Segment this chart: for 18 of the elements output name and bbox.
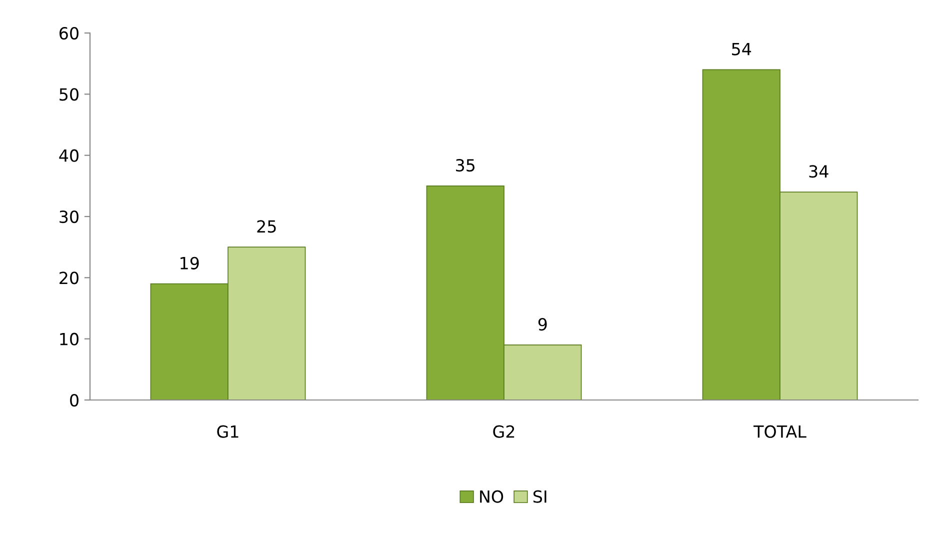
data-label: 9 bbox=[538, 318, 547, 331]
y-tick-label: 50 bbox=[60, 88, 78, 101]
x-tick-label: TOTAL bbox=[754, 425, 806, 438]
data-label: 34 bbox=[809, 165, 828, 178]
x-tick-label: G2 bbox=[493, 425, 514, 438]
y-tick-label: 10 bbox=[60, 332, 78, 346]
y-tick-label: 30 bbox=[60, 210, 78, 224]
data-label: 54 bbox=[732, 42, 752, 56]
data-label: 35 bbox=[456, 158, 475, 172]
x-tick-label: G1 bbox=[217, 425, 238, 438]
y-tick-label: 0 bbox=[70, 394, 78, 407]
legend-label: NO bbox=[480, 490, 504, 503]
y-tick-label: 40 bbox=[59, 149, 78, 162]
y-tick-label: 60 bbox=[60, 26, 78, 40]
legend-label: SI bbox=[533, 490, 546, 503]
data-label: 19 bbox=[180, 256, 199, 270]
data-label: 25 bbox=[257, 220, 276, 233]
y-tick-label: 20 bbox=[60, 272, 78, 284]
